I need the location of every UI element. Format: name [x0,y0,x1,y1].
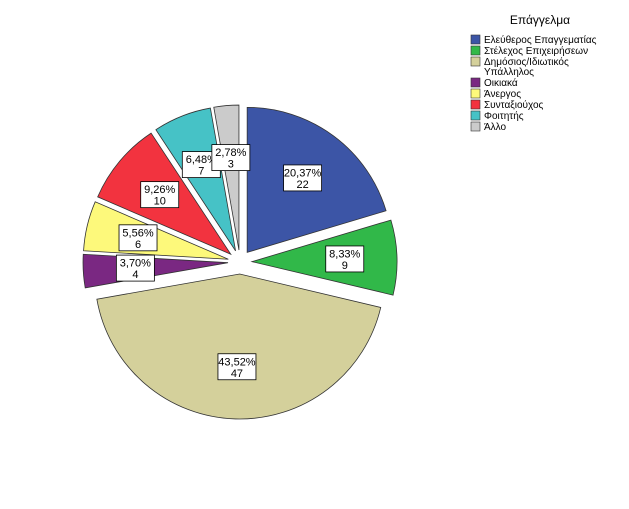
data-label-count: 4 [132,269,138,281]
data-label-box [118,224,158,252]
data-label-count: 9 [342,260,348,272]
legend-swatch [470,56,481,67]
legend-swatch [470,121,481,132]
data-label-box [140,181,180,209]
data-label-percent: 9,26% [144,184,175,196]
data-label-percent: 5,56% [122,227,153,239]
legend-item: Άνεργος [470,88,521,100]
data-label-percent: 2,78% [215,147,246,159]
data-label-percent: 20,37% [284,167,322,179]
data-label-count: 7 [198,166,204,178]
pie-slice [96,273,382,420]
data-label-percent: 8,33% [329,248,360,260]
data-label-count: 47 [231,368,243,380]
legend-swatch [470,77,481,88]
slice-data-label: 8,33%9 [325,245,365,273]
pie-slice [155,107,236,252]
legend-label: Οικιακά [484,77,518,89]
slice-data-label: 9,26%10 [140,181,180,209]
data-label-count: 22 [296,179,308,191]
legend-label: Δημόσιος/Ιδιωτικός [484,56,569,68]
pie-slice [250,219,398,296]
legend: Επάγγελμα Ελεύθερος ΕπαγγεματίαςΣτέλεχος… [470,13,597,133]
data-label-percent: 6,48% [186,154,217,166]
data-label-count: 10 [154,196,166,208]
data-label-box [217,353,257,381]
legend-swatch [470,88,481,99]
legend-item: Φοιτητής [470,110,524,122]
legend-swatch [470,99,481,110]
slice-data-label: 20,37%22 [283,164,322,192]
data-label-percent: 3,70% [120,258,151,270]
legend-label: Φοιτητής [484,110,524,122]
legend-label: Στέλεχος Επιχειρήσεων [484,45,588,57]
legend-item: Άλλο [470,121,507,133]
legend-swatch [470,110,481,121]
legend-item: Συνταξιούχος [470,99,544,111]
data-labels: 20,37%228,33%943,52%473,70%45,56%69,26%1… [115,144,365,381]
legend-label: Άνεργος [484,89,521,100]
data-label-count: 3 [228,159,234,171]
legend-label: Άλλο [484,122,507,133]
data-label-count: 6 [135,239,141,251]
legend-title: Επάγγελμα [510,13,570,27]
slice-data-label: 6,48%7 [181,151,221,179]
legend-label: Υπάλληλος [484,66,534,78]
legend-label: Ελεύθερος Επαγγεματίας [484,34,597,46]
data-label-box [283,164,322,192]
data-label-box [325,245,365,273]
legend-label: Συνταξιούχος [484,99,544,111]
data-label-box [211,144,251,171]
pie-slice [213,104,240,251]
slice-data-label: 5,56%6 [118,224,158,252]
legend-item: Στέλεχος Επιχειρήσεων [470,45,588,57]
legend-swatch [470,34,481,45]
data-label-box [115,254,155,282]
slice-data-label: 3,70%4 [115,254,155,282]
legend-item: Ελεύθερος Επαγγεματίας [470,34,597,46]
slice-data-label: 2,78%3 [211,144,251,171]
slice-data-label: 43,52%47 [217,353,257,381]
legend-swatch [470,45,481,56]
data-label-percent: 43,52% [218,356,256,368]
legend-item: Οικιακά [470,77,518,89]
